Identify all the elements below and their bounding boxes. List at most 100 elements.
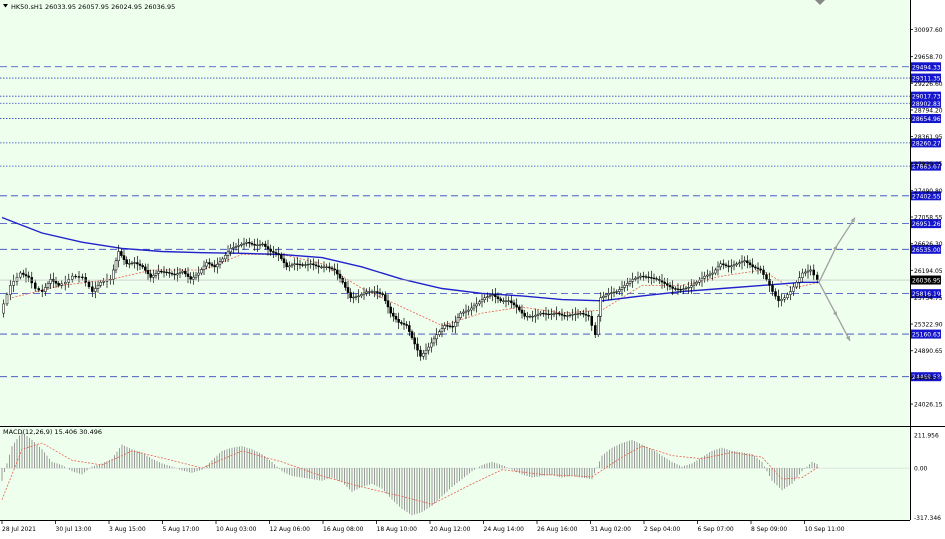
candle-body: [67, 278, 70, 283]
candle-body: [786, 294, 789, 298]
candle-body: [314, 264, 318, 267]
candle-body: [117, 251, 120, 261]
level-label: 27883.67: [912, 164, 941, 171]
candle-body: [602, 296, 605, 298]
candle-body: [202, 265, 206, 270]
candle-body: [716, 266, 720, 271]
candle-body: [141, 265, 144, 268]
time-tick-label: 30 Jul 13:00: [56, 526, 92, 533]
candle-body: [184, 270, 187, 275]
candle-body: [328, 266, 331, 269]
level-label-box: [911, 91, 941, 101]
candle-body: [454, 321, 457, 327]
time-tick-label: 6 Sep 07:00: [698, 526, 734, 533]
candle-body: [555, 312, 558, 315]
candle-body: [671, 286, 674, 289]
candle-body: [738, 262, 741, 265]
candle-body: [639, 275, 642, 278]
candle-body: [432, 338, 436, 344]
candle-body: [590, 315, 593, 326]
candle-body: [248, 241, 251, 244]
candle-body: [229, 248, 232, 253]
candle-body: [186, 273, 190, 277]
candle-body: [245, 241, 248, 244]
candle-body: [162, 271, 166, 273]
candle-body: [571, 314, 574, 316]
candle-body: [408, 325, 411, 332]
candle-body: [816, 274, 819, 281]
candle-body: [157, 270, 160, 274]
candle-body: [322, 266, 326, 268]
time-tick-label: 12 Aug 06:00: [270, 526, 311, 533]
candle-body: [528, 315, 532, 318]
candle-body: [19, 272, 22, 278]
candle-body: [389, 306, 392, 314]
level-label-box: [911, 372, 941, 382]
candle-body: [467, 309, 470, 312]
candle-body: [266, 246, 270, 250]
price-tick-label: 29658.70: [914, 54, 943, 61]
price-tick-label: 24026.15: [914, 402, 943, 409]
level-label-box: [911, 114, 941, 124]
candle-body: [357, 295, 360, 297]
candle-body: [264, 243, 267, 247]
candle-body: [628, 281, 632, 284]
forecast-arrows: [818, 217, 856, 342]
candle-body: [285, 262, 288, 268]
candle-body: [338, 273, 342, 279]
candle-body: [194, 274, 198, 278]
candle-body: [280, 254, 283, 259]
candle-body: [330, 267, 334, 270]
candle-body: [277, 253, 280, 255]
dropdown-arrow-icon[interactable]: [3, 4, 8, 8]
candle-body: [719, 263, 722, 268]
shift-marker-icon[interactable]: [815, 0, 825, 5]
forecast-arrow-line: [818, 245, 838, 283]
candle-body: [370, 291, 374, 293]
candle-body: [60, 283, 63, 286]
candle-body: [650, 277, 653, 279]
candle-body: [114, 260, 118, 271]
candle-body: [550, 313, 553, 316]
forecast-arrowhead: [845, 335, 850, 341]
level-label-box: [911, 98, 941, 108]
candle-body: [232, 247, 235, 249]
price-tick-label: 25322.90: [914, 322, 943, 329]
candle-body: [730, 265, 733, 268]
candle-body: [470, 307, 473, 311]
candle-body: [620, 287, 624, 290]
forecast-arrowhead: [833, 245, 837, 251]
candle-body: [446, 325, 449, 327]
candle-body: [563, 314, 566, 317]
candle-body: [462, 311, 465, 314]
candle-body: [152, 275, 155, 278]
level-label: 29494.33: [912, 64, 941, 71]
candle-body: [216, 263, 219, 268]
candle-body: [306, 263, 310, 266]
candle-body: [626, 283, 629, 286]
time-tick-label: 18 Aug 10:00: [377, 526, 418, 533]
candle-body: [512, 302, 516, 306]
candle-body: [210, 263, 214, 266]
candle-body: [722, 263, 725, 266]
candle-body: [488, 295, 492, 297]
candle-body: [451, 326, 454, 328]
candle-body: [759, 268, 762, 271]
level-label-box: [911, 73, 941, 83]
candle-body: [682, 288, 685, 290]
candle-body: [655, 278, 658, 280]
candle-body: [176, 273, 179, 276]
candle-body: [304, 264, 307, 266]
price-tick-label: 27058.55: [914, 215, 943, 222]
price-tick-label: 27930.05: [914, 161, 943, 168]
candle-body: [160, 270, 163, 273]
candle-body: [394, 315, 398, 320]
candle-body: [483, 297, 486, 301]
candle-body: [692, 283, 696, 286]
candle-body: [261, 243, 264, 246]
candle-body: [740, 261, 744, 264]
candle-body: [256, 244, 259, 246]
candle-body: [325, 266, 328, 268]
